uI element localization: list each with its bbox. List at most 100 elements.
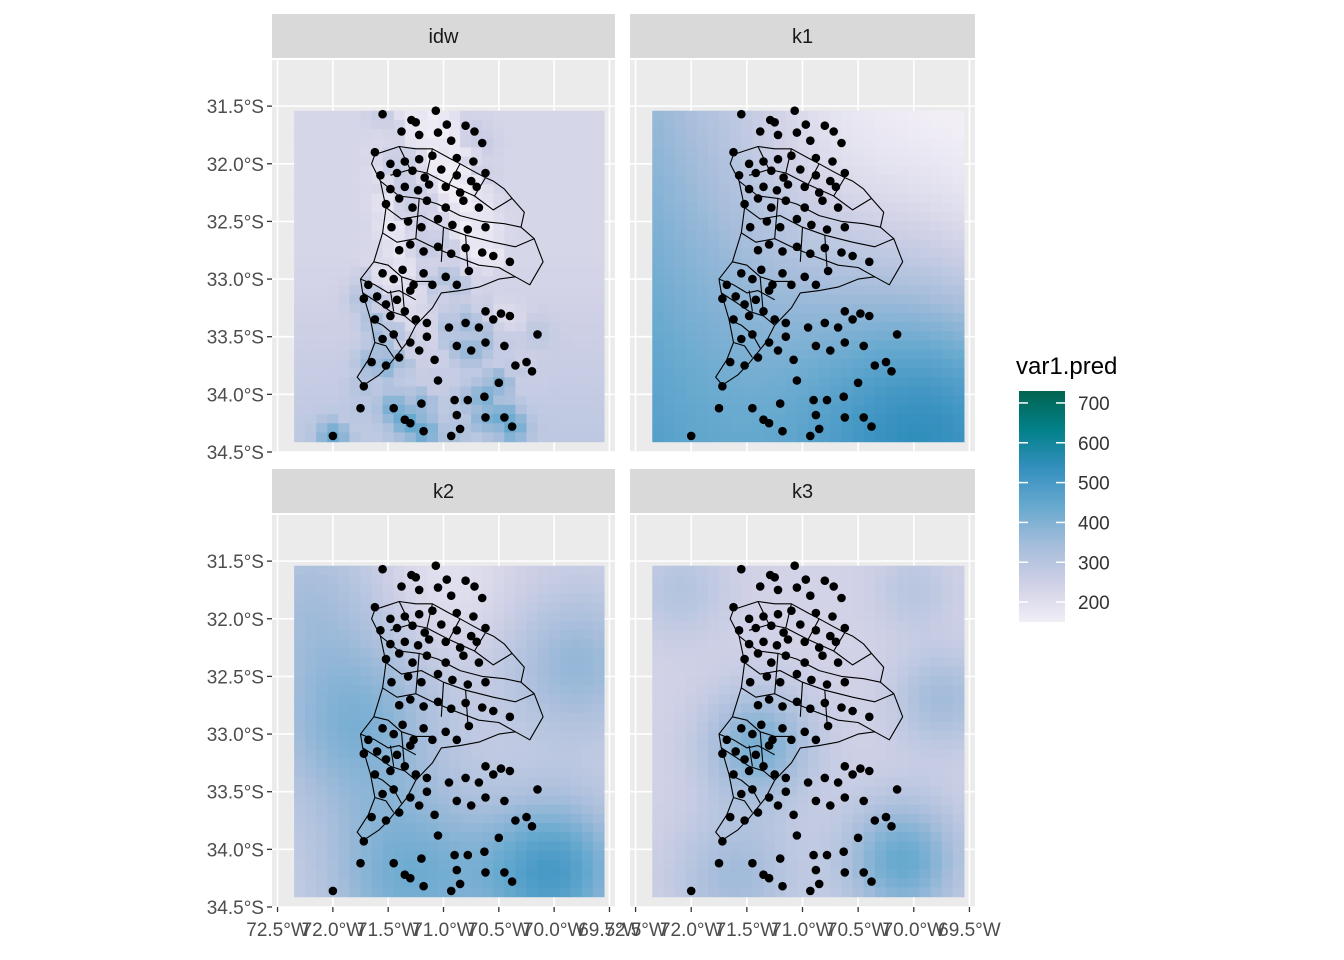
raster-cell <box>930 239 943 250</box>
raster-cell <box>327 129 339 139</box>
raster-cell <box>941 611 954 622</box>
raster-cell <box>559 630 572 640</box>
raster-cell <box>482 138 494 149</box>
raster-cell <box>685 685 698 696</box>
raster-cell <box>685 211 698 222</box>
raster-cell <box>663 276 676 286</box>
raster-cell <box>897 611 909 622</box>
raster-cell <box>652 786 664 797</box>
raster-cell <box>537 593 550 604</box>
raster-cell <box>426 368 439 378</box>
raster-cell <box>763 685 776 696</box>
raster-cell <box>685 832 698 843</box>
raster-cell <box>349 721 362 732</box>
raster-cell <box>482 694 494 705</box>
raster-cell <box>449 666 461 677</box>
raster-cell <box>752 202 765 213</box>
raster-cell <box>449 266 461 277</box>
raster-cell <box>841 887 854 898</box>
raster-cell <box>570 869 583 879</box>
raster-cell <box>471 285 483 296</box>
raster-cell <box>841 850 854 861</box>
raster-cell <box>570 322 583 332</box>
raster-cell <box>515 156 528 167</box>
raster-cell <box>559 193 572 204</box>
raster-cell <box>526 138 539 149</box>
raster-cell <box>559 620 572 631</box>
raster-cell <box>874 648 887 659</box>
raster-cell <box>752 211 765 222</box>
station-point <box>400 182 410 192</box>
raster-cell <box>930 276 943 286</box>
raster-cell <box>707 823 720 833</box>
raster-cell <box>785 777 798 787</box>
raster-cell <box>471 832 483 843</box>
raster-cell <box>404 804 417 815</box>
raster-cell <box>719 602 731 613</box>
raster-cell <box>763 721 776 732</box>
raster-cell <box>707 666 720 677</box>
raster-cell <box>741 703 754 714</box>
raster-cell <box>548 138 561 149</box>
raster-cell <box>482 276 494 286</box>
raster-cell <box>897 285 909 296</box>
x-tick-label: 71.5°W <box>357 920 420 941</box>
station-point <box>781 332 791 342</box>
raster-cell <box>941 285 954 296</box>
raster-cell <box>360 859 373 870</box>
raster-cell <box>741 266 754 277</box>
raster-cell <box>493 331 505 342</box>
raster-cell <box>581 694 594 705</box>
raster-cell <box>707 685 720 696</box>
raster-cell <box>404 303 417 314</box>
raster-cell <box>730 165 742 176</box>
raster-cell <box>908 165 920 176</box>
raster-cell <box>327 584 339 594</box>
raster-cell <box>437 395 450 406</box>
raster-cell <box>526 832 539 843</box>
raster-cell <box>730 878 742 889</box>
raster-cell <box>482 230 494 241</box>
raster-cell <box>841 813 854 824</box>
raster-cell <box>327 175 339 185</box>
raster-cell <box>305 193 317 204</box>
raster-cell <box>874 110 887 121</box>
station-point <box>386 614 395 624</box>
raster-cell <box>663 386 676 397</box>
station-point <box>413 186 423 195</box>
raster-cell <box>741 878 754 889</box>
raster-cell <box>537 303 550 314</box>
raster-cell <box>741 740 754 751</box>
raster-cell <box>663 129 676 139</box>
raster-cell <box>719 758 731 769</box>
raster-cell <box>897 777 909 787</box>
raster-cell <box>548 777 561 787</box>
raster-cell <box>426 767 439 778</box>
raster-cell <box>382 630 395 640</box>
raster-cell <box>526 175 539 185</box>
boundary-line <box>744 207 895 248</box>
raster-cell <box>316 285 328 296</box>
raster-cell <box>919 175 932 185</box>
raster-cell <box>504 795 517 806</box>
raster-cell <box>316 703 328 714</box>
raster-cell <box>863 156 876 167</box>
raster-cell <box>852 786 865 797</box>
raster-cell <box>719 574 731 585</box>
raster-cell <box>774 285 787 296</box>
raster-cell <box>581 795 594 806</box>
raster-cell <box>808 404 820 415</box>
raster-cell <box>741 574 754 585</box>
boundary-line <box>733 796 753 813</box>
raster-cell <box>852 657 865 668</box>
raster-cell <box>548 574 561 585</box>
raster-cell <box>415 859 428 870</box>
raster-cell <box>548 685 561 696</box>
raster-cell <box>294 358 306 369</box>
raster-cell <box>404 841 417 852</box>
raster-cell <box>908 248 920 259</box>
raster-cell <box>874 703 887 714</box>
raster-cell <box>581 786 594 797</box>
raster-cell <box>515 703 528 714</box>
raster-cell <box>785 193 798 204</box>
